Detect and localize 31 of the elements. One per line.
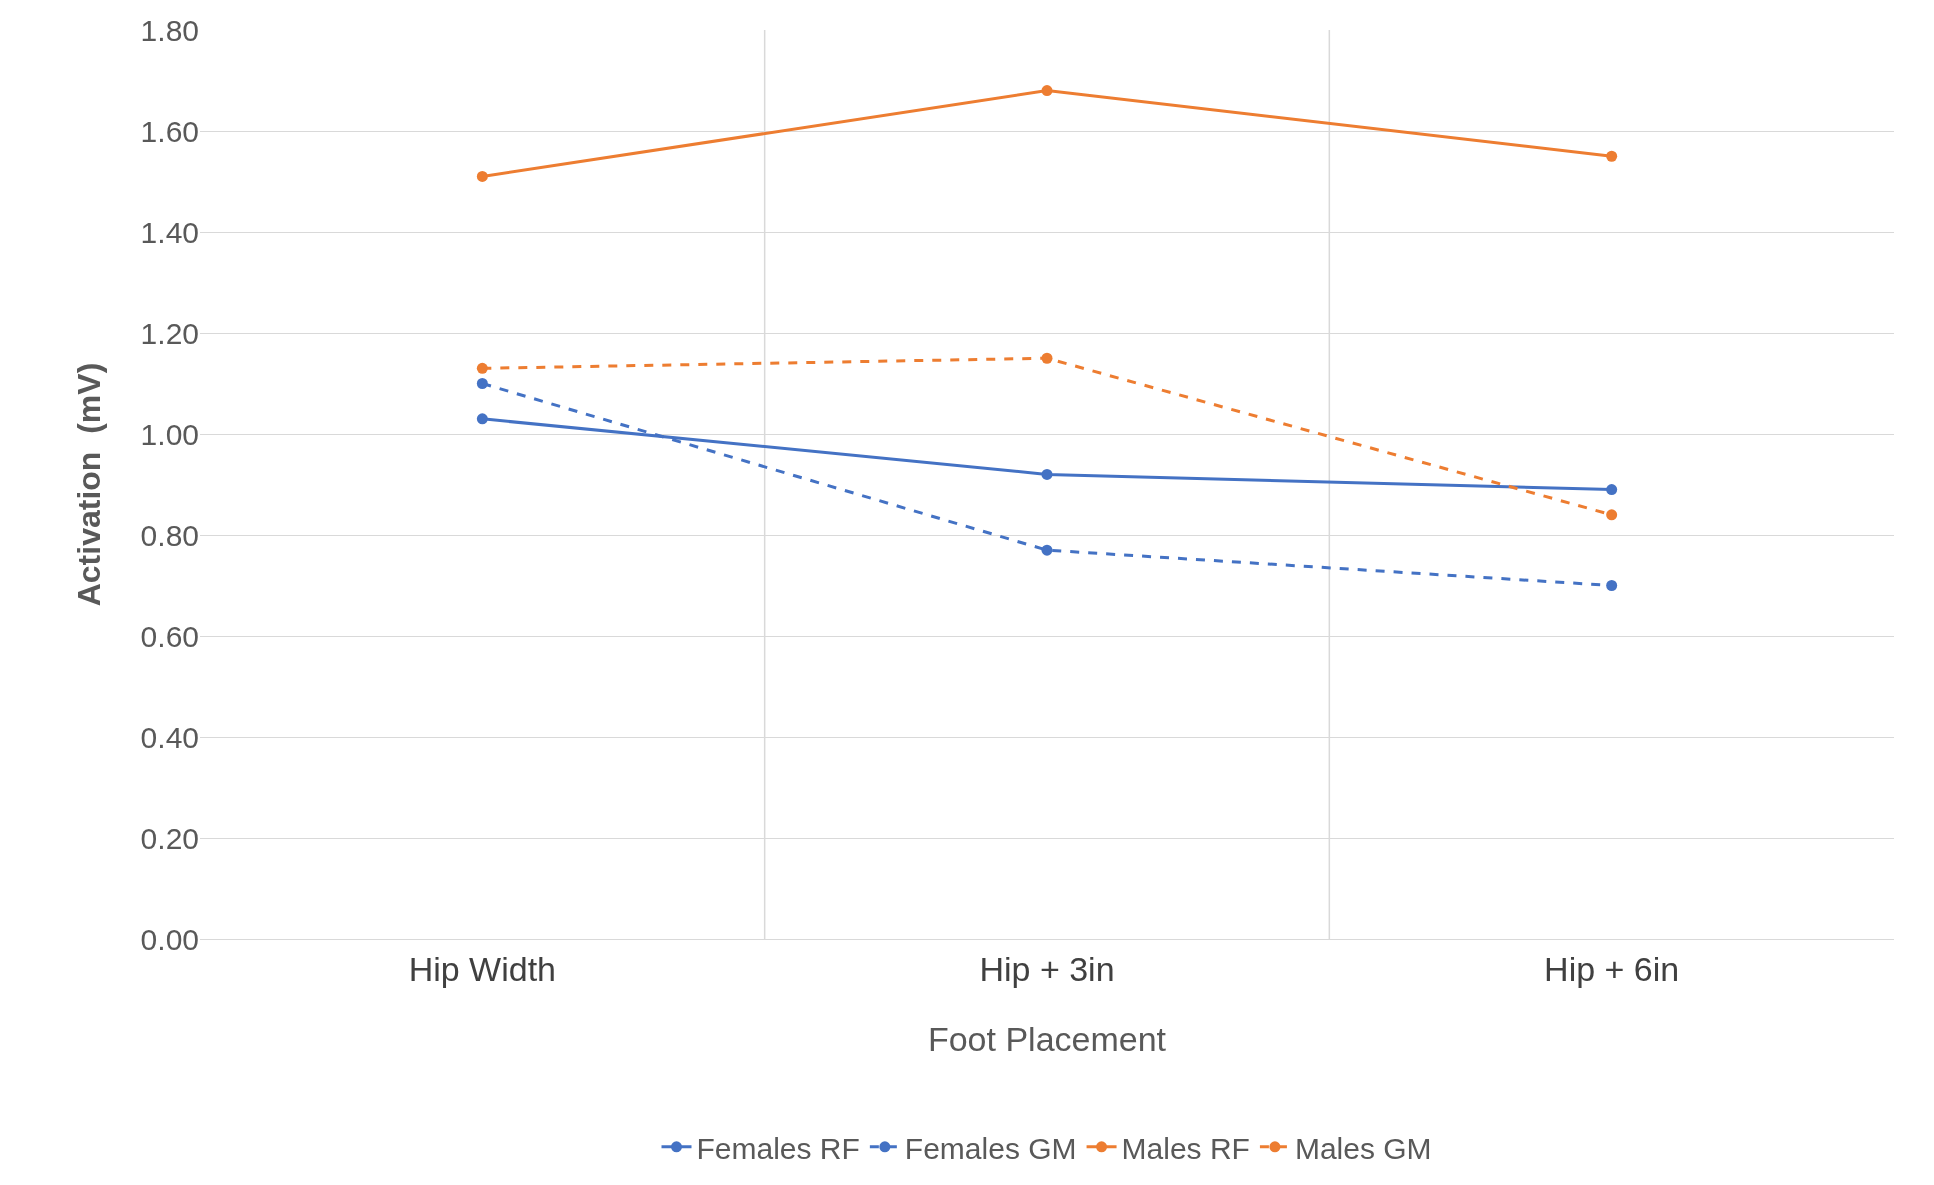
point bbox=[1606, 150, 1618, 162]
y-tick-label: 1.40 bbox=[140, 215, 199, 249]
point bbox=[476, 413, 488, 425]
y-tick-label: 0.40 bbox=[140, 720, 199, 754]
point bbox=[1041, 544, 1053, 556]
y-tick-label: 0.60 bbox=[140, 619, 199, 653]
y-tick-label: 1.60 bbox=[140, 114, 199, 148]
y-tick-label: 0.20 bbox=[140, 821, 199, 855]
y-tick-label: 1.20 bbox=[140, 316, 199, 350]
y-tick-label: 1.00 bbox=[140, 417, 199, 451]
point bbox=[476, 378, 488, 389]
point bbox=[1041, 85, 1053, 97]
y-tick-label: 0.00 bbox=[140, 922, 199, 956]
point bbox=[1606, 580, 1618, 591]
point bbox=[1041, 352, 1053, 364]
point bbox=[476, 362, 488, 374]
x-axis-title: Foot Placement bbox=[927, 1020, 1167, 1059]
y-tick-label: 0.80 bbox=[140, 518, 199, 552]
x-tick-label: Hip + 3in bbox=[979, 949, 1115, 988]
point bbox=[1606, 509, 1618, 521]
point bbox=[1606, 484, 1618, 496]
x-tick-label: Hip Width bbox=[408, 949, 557, 988]
legend-label: Males GM bbox=[1294, 1131, 1432, 1165]
y-tick-label: 1.80 bbox=[140, 13, 199, 47]
legend-label: Females GM bbox=[904, 1131, 1077, 1165]
x-tick-label: Hip + 6in bbox=[1544, 949, 1680, 988]
y-axis-title: Activation (mV) bbox=[70, 362, 107, 607]
point bbox=[1041, 468, 1053, 480]
legend-label: Females RF bbox=[696, 1131, 860, 1165]
point bbox=[476, 170, 488, 182]
legend-label: Males RF bbox=[1121, 1131, 1250, 1165]
